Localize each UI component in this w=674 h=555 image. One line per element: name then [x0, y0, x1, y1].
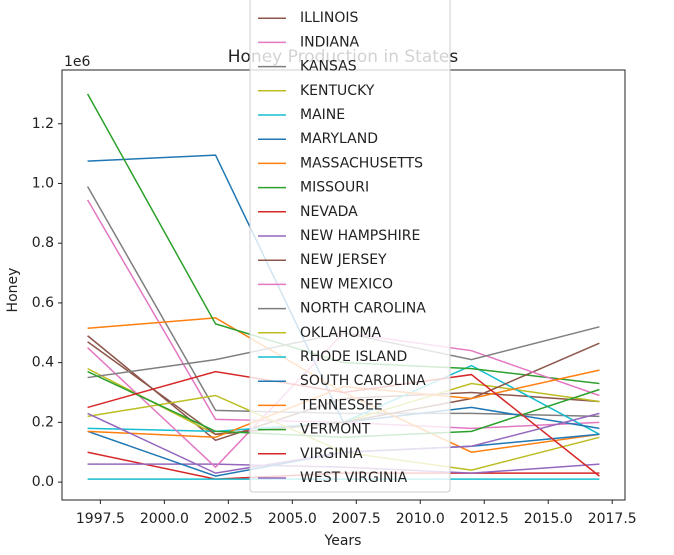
y-tick-label: 0.2: [32, 414, 54, 430]
legend-label: NEW MEXICO: [300, 276, 393, 292]
y-axis-label: Honey: [5, 268, 21, 313]
legend-label: KENTUCKY: [300, 83, 375, 99]
legend-label: VIRGINIA: [300, 446, 363, 462]
legend: ILLINOIS INDIANA KANSAS KENTUCKY MAINE MARYLA…: [249, 0, 451, 493]
legend-label: SOUTH CAROLINA: [300, 373, 426, 389]
legend-label: VERMONT: [300, 422, 371, 438]
y-tick-label: 0.8: [32, 235, 54, 251]
legend-label: ILLINOIS: [300, 10, 358, 26]
x-tick-label: 2002.5: [204, 511, 253, 527]
legend-label: MAINE: [300, 107, 345, 123]
x-tick-label: 2012.5: [460, 511, 509, 527]
y-tick-label: 0.0: [32, 474, 54, 490]
x-tick-label: 2010.0: [396, 511, 445, 527]
legend-label: OKLAHOMA: [300, 325, 382, 341]
y-tick-label: 0.6: [32, 295, 54, 311]
y-tick-label: 1.0: [32, 175, 54, 191]
legend-label: MISSOURI: [300, 180, 369, 196]
x-tick-label: 2017.5: [588, 511, 637, 527]
x-tick-label: 2000.0: [140, 511, 189, 527]
y-tick-label: 0.4: [32, 355, 54, 371]
x-axis-label: Years: [324, 533, 362, 549]
legend-label: NORTH CAROLINA: [300, 301, 426, 317]
y-offset-label: 1e6: [64, 54, 91, 70]
x-tick-label: 1997.5: [76, 511, 125, 527]
x-tick-label: 2005.0: [268, 511, 317, 527]
legend-label: NEVADA: [300, 204, 358, 220]
legend-box: [249, 0, 451, 493]
x-tick-label: 2015.0: [524, 511, 573, 527]
legend-label: KANSAS: [300, 59, 357, 75]
legend-label: WEST VIRGINIA: [300, 470, 408, 486]
legend-label: RHODE ISLAND: [300, 349, 407, 365]
legend-label: MARYLAND: [300, 131, 378, 147]
legend-label: MASSACHUSETTS: [300, 155, 423, 171]
legend-label: NEW JERSEY: [300, 252, 387, 268]
legend-label: TENNESSEE: [299, 397, 383, 413]
legend-label: INDIANA: [300, 34, 360, 50]
legend-label: NEW HAMPSHIRE: [300, 228, 420, 244]
y-tick-label: 1.2: [32, 116, 54, 132]
x-tick-label: 2007.5: [332, 511, 381, 527]
